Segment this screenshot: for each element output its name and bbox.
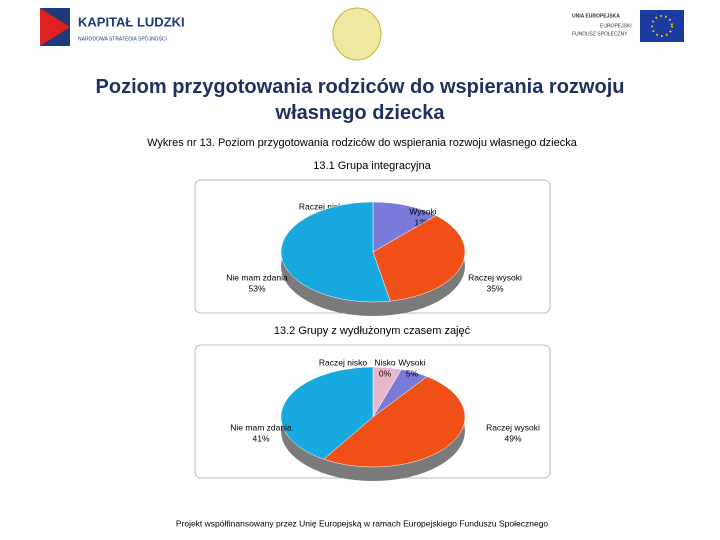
logo-seal <box>332 7 382 61</box>
logo-kapital: KAPITAŁ LUDZKI NARODOWA STRATEGIA SPÓJNO… <box>40 8 185 46</box>
pie-slice <box>323 376 466 468</box>
logo-line: FUNDUSZ SPOŁECZNY <box>572 31 628 37</box>
pie-slice <box>372 215 466 302</box>
chart-title: 13.1 Grupa integracyjna <box>313 160 431 172</box>
logo-eu: UNIA EUROPEJSKA EUROPEJSKI FUNDUSZ SPOŁE… <box>572 10 684 42</box>
logo-icon <box>40 8 70 46</box>
pie-slice <box>280 366 374 460</box>
slice-value-label: 12% <box>414 217 431 227</box>
eu-flag <box>640 10 684 42</box>
slice-label: Nie mam zdania <box>226 272 288 282</box>
slice-label: Raczej nisko <box>319 357 367 367</box>
slice-label: Raczej wysoki <box>468 272 522 282</box>
chart-title: 13.2 Grupy z wydłużonym czasem zajęć <box>274 325 471 337</box>
slice-label: Nisko <box>374 357 396 367</box>
slice-value-label: 35% <box>486 283 503 293</box>
footer: Projekt współfinansowany przez Unię Euro… <box>176 518 549 528</box>
slice-label: Wysoki <box>398 357 425 367</box>
pie-slice <box>372 201 437 253</box>
logo-line: UNIA EUROPEJSKA <box>572 13 620 19</box>
slice-label: Nie mam zdania <box>230 422 292 432</box>
caption: Wykres nr 13. Poziom przygotowania rodzi… <box>147 137 578 149</box>
slice-value-label: 53% <box>248 283 265 293</box>
slice-value-label: 41% <box>252 433 269 443</box>
slice-label: Wysoki <box>409 206 436 216</box>
logo-title: KAPITAŁ LUDZKI <box>78 14 185 29</box>
slice-label: Raczej wysoki <box>486 422 540 432</box>
slice-value-label: 5% <box>406 368 419 378</box>
slide-title: Poziom przygotowania rodziców do wspiera… <box>95 76 625 124</box>
logo-subtitle: NARODOWA STRATEGIA SPÓJNOŚCI <box>78 34 167 42</box>
slice-value-label: 49% <box>504 433 521 443</box>
slice-value-label: 0% <box>379 368 392 378</box>
slice-label: Raczej nisko <box>299 201 347 211</box>
pie-slice <box>280 201 391 303</box>
eu-stars <box>651 15 673 37</box>
logo-line: EUROPEJSKI <box>600 23 632 29</box>
